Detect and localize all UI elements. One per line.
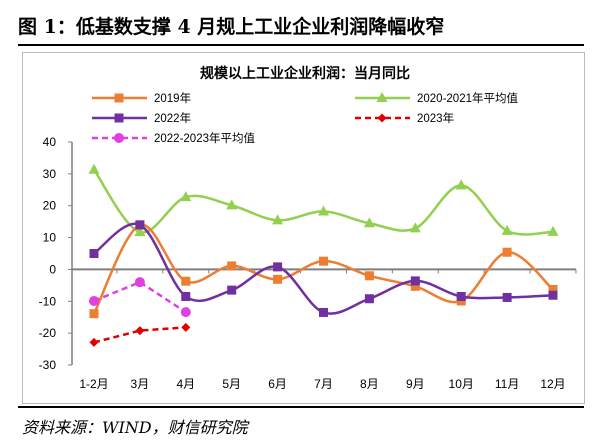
series-2-point — [364, 294, 374, 304]
series-4-point — [134, 277, 145, 288]
y-tick-label: -30 — [39, 358, 57, 372]
legend-label: 2022-2023年平均值 — [154, 131, 255, 145]
series-1-point — [272, 214, 284, 225]
series-1-point — [363, 217, 375, 228]
series-1-point — [180, 191, 192, 202]
series-1-point — [226, 199, 238, 210]
series-2-point — [273, 262, 283, 272]
series-1-point — [455, 179, 467, 190]
x-tick-label: 11月 — [495, 377, 519, 391]
series-2-point — [181, 292, 191, 302]
y-tick-label: -20 — [39, 326, 57, 340]
series-2-point — [135, 220, 145, 230]
y-tick-label: 20 — [43, 199, 57, 213]
y-tick-label: 30 — [43, 167, 57, 181]
series-1-point — [134, 226, 146, 237]
legend-marker — [114, 113, 124, 123]
series-3-point — [89, 337, 99, 347]
series-2-point — [89, 249, 99, 258]
series-0-point — [548, 284, 558, 294]
series-3-point — [181, 322, 191, 332]
series-2-point — [227, 285, 237, 295]
series-3-line — [93, 326, 186, 344]
legend-label: 2020-2021年平均值 — [417, 91, 518, 105]
x-tick-label: 1-2月 — [79, 377, 108, 391]
series-1-point — [88, 163, 100, 174]
series-2-point — [410, 276, 420, 286]
legend-item: 2019年 — [92, 91, 191, 105]
series-2 — [89, 220, 558, 317]
y-tick-label: 0 — [49, 262, 56, 276]
x-tick-label: 8月 — [360, 377, 379, 391]
legend-marker — [377, 113, 387, 123]
legend-item: 2022-2023年平均值 — [92, 131, 255, 145]
legend-label: 2019年 — [154, 91, 191, 105]
series-1-point — [501, 224, 513, 235]
series-2-point — [548, 290, 558, 300]
legend-label: 2023年 — [417, 111, 454, 125]
series-0-point — [273, 274, 283, 284]
figure-title: 图 1：低基数支撑 4 月规上工业企业利润降幅收窄 — [18, 16, 445, 38]
series-4 — [89, 277, 191, 318]
legend-item: 2020-2021年平均值 — [355, 91, 518, 105]
series-0-point — [364, 271, 374, 281]
series-1-line — [92, 168, 554, 236]
y-tick-label: 10 — [43, 231, 57, 245]
x-tick-label: 6月 — [268, 377, 287, 391]
series-2-point — [456, 292, 466, 302]
series-0-point — [410, 281, 420, 291]
y-tick-label: -10 — [39, 294, 57, 308]
x-tick-label: 10月 — [449, 377, 474, 391]
series-4-point — [180, 307, 191, 318]
source-rule — [18, 406, 584, 408]
series-3-point — [135, 326, 145, 336]
series-0-point — [89, 309, 99, 319]
source-note: 资料来源：WIND，财信研究院 — [22, 418, 248, 437]
y-tick-label: 40 — [43, 135, 57, 149]
title-rule — [18, 44, 584, 46]
x-tick-label: 9月 — [406, 377, 425, 391]
series-1 — [88, 163, 559, 237]
chart-frame — [22, 52, 585, 404]
chart-title: 规模以上工业企业利润：当月同比 — [200, 65, 410, 81]
series-1-point — [318, 205, 329, 216]
legend-marker — [114, 133, 124, 143]
x-tick-label: 7月 — [314, 377, 333, 391]
x-tick-label: 3月 — [131, 377, 150, 391]
series-4-point — [89, 295, 99, 306]
legend-label: 2022年 — [154, 111, 191, 125]
series-1-point — [547, 225, 559, 236]
series-0-point — [319, 256, 328, 266]
series-1-point — [409, 222, 421, 233]
series-2-point — [319, 307, 328, 317]
x-tick-label: 4月 — [176, 377, 195, 391]
x-tick-label: 12月 — [540, 377, 565, 391]
legend-marker — [376, 92, 388, 102]
legend-item: 2023年 — [355, 111, 454, 125]
series-0-point — [502, 247, 512, 257]
legend-item: 2022年 — [92, 111, 191, 125]
legend-marker — [114, 93, 124, 103]
x-tick-label: 5月 — [222, 377, 241, 391]
series-2-point — [502, 292, 512, 302]
series-0-point — [181, 276, 191, 286]
series-3 — [89, 322, 191, 347]
series-2-line — [93, 222, 554, 315]
series-0-point — [227, 261, 237, 271]
